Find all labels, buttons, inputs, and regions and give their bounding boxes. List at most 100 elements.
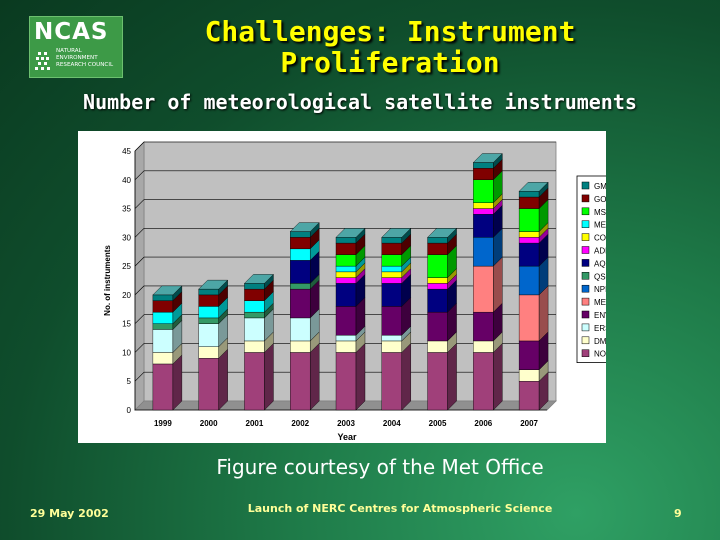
y-tick-label: 40 (122, 176, 131, 185)
logo-org-line: ENVIRONMENT (56, 55, 98, 61)
bar-segment (244, 288, 265, 301)
bar-segment (198, 346, 219, 359)
bar-segment (473, 168, 494, 180)
slide-title: Challenges: Instrument Proliferation (150, 16, 630, 78)
y-tick-label: 20 (122, 291, 131, 300)
gridline (134, 314, 145, 324)
gridline (134, 199, 145, 209)
logo-org-line: RESEARCH COUNCIL (56, 62, 114, 68)
bar-segment (518, 208, 540, 232)
legend-label: ERS (594, 324, 606, 333)
bar-segment (290, 283, 311, 290)
y-axis-label: No. of instruments (103, 245, 112, 316)
bar-segment (518, 231, 540, 238)
legend-label: CORIOLIS (594, 234, 606, 243)
bar-top (472, 153, 503, 163)
bar-segment-side (493, 256, 503, 313)
bar-segment (381, 352, 402, 411)
bar-segment (473, 352, 494, 411)
logo-org-text: NATURAL ENVIRONMENT RESEARCH COUNCIL (56, 48, 113, 69)
chart-side-wall (134, 141, 145, 411)
bar-segment-side (538, 285, 549, 342)
legend-swatch (581, 349, 590, 357)
bar-segment (381, 265, 402, 273)
footer-date: 29 May 2002 (30, 507, 109, 520)
y-tick-label: 25 (122, 262, 131, 271)
x-axis-label: Year (337, 432, 357, 442)
bar-segment (381, 237, 402, 244)
bar-segment (335, 237, 357, 244)
x-tick-label: 2006 (474, 419, 492, 428)
slide-subtitle: Number of meteorological satellite instr… (83, 90, 637, 114)
bar-segment (198, 323, 219, 347)
x-tick-label: 2004 (383, 419, 401, 428)
bar-segment (152, 300, 174, 313)
bar-segment (518, 369, 540, 382)
bar-segment-side (493, 342, 503, 411)
x-tick-label: 2001 (246, 419, 264, 428)
y-tick-label: 30 (122, 233, 131, 242)
bar-segment (290, 317, 311, 342)
bar-segment-side (310, 342, 320, 411)
bar-segment (473, 202, 494, 209)
bar-segment (244, 352, 265, 411)
bar-segment (427, 283, 448, 290)
y-tick-label: 45 (122, 147, 131, 156)
legend-swatch (581, 284, 590, 293)
bar-segment-side (172, 354, 183, 411)
page-number: 9 (674, 507, 682, 520)
legend-label: GMS (594, 182, 606, 191)
bar-segment (518, 294, 540, 342)
legend-label: GOES (594, 195, 606, 204)
bar-segment (427, 311, 448, 342)
legend-swatch (581, 246, 590, 254)
bar-segment (290, 237, 311, 250)
bar-segment-side (447, 342, 457, 411)
legend-label: NOAA (594, 350, 606, 359)
figure-courtesy: Figure courtesy of the Met Office (216, 455, 544, 479)
bar-segment (152, 329, 174, 353)
bar-segment (427, 254, 448, 278)
legend-swatch (581, 323, 590, 332)
bar-segment (335, 306, 357, 336)
footer-event: Launch of NERC Centres for Atmospheric S… (247, 502, 553, 515)
bar-segment (335, 254, 357, 267)
bar-segment (290, 231, 311, 238)
x-tick-label: 2000 (200, 419, 218, 428)
bar-segment (518, 340, 540, 370)
legend-swatch (581, 181, 590, 190)
y-tick-label: 35 (122, 205, 131, 214)
bar-segment (473, 162, 494, 169)
bar-segment (152, 352, 174, 365)
bar-segment (381, 306, 402, 336)
legend-label: DMSP (594, 337, 606, 346)
bar-segment (335, 265, 357, 273)
bar-segment (244, 340, 265, 353)
bar-segment (473, 208, 494, 215)
bar-segment (335, 277, 357, 284)
bar-segment (244, 283, 265, 290)
bar-top (289, 222, 320, 232)
gridline (134, 372, 145, 382)
bar-segment (152, 294, 174, 301)
legend-swatch (581, 207, 590, 216)
gridline (134, 256, 145, 267)
gridline (134, 141, 145, 152)
bar-segment (427, 340, 448, 353)
bar-segment (244, 300, 265, 313)
bar-segment (335, 352, 357, 411)
legend-label: QSCAT (594, 272, 606, 281)
legend-label: MSG (594, 208, 606, 217)
bar-segment-side (218, 348, 228, 411)
bar-top (198, 279, 229, 290)
legend-label: ADEOS (594, 247, 606, 256)
bar-segment (427, 277, 448, 284)
legend-swatch (581, 297, 590, 306)
gridline (134, 285, 145, 296)
bar-segment (335, 283, 357, 307)
bar-segment (381, 271, 402, 278)
bar-segment (518, 237, 540, 244)
x-tick-label: 2002 (291, 419, 309, 428)
legend-label: NPP (594, 285, 606, 294)
y-tick-label: 5 (127, 377, 132, 386)
